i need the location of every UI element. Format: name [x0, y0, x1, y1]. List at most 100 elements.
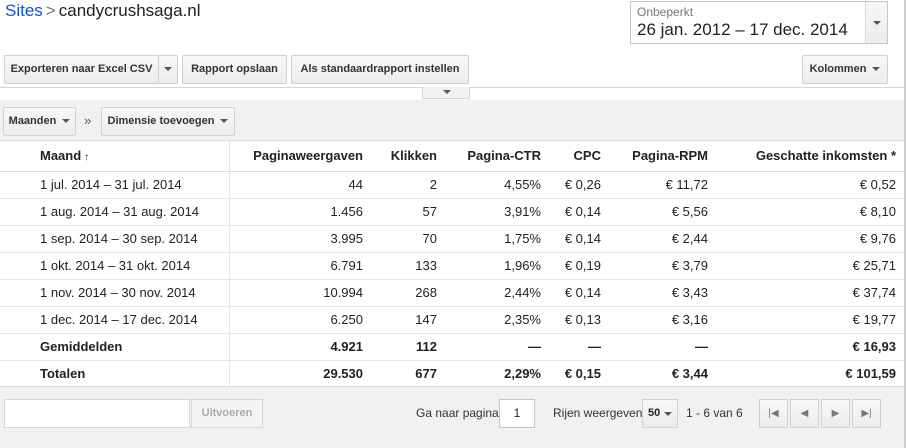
breadcrumb-separator: >: [45, 1, 56, 20]
chevron-down-icon: [62, 119, 71, 124]
date-range-picker[interactable]: Onbeperkt 26 jan. 2012 – 17 dec. 2014: [630, 1, 888, 44]
dimension-separator: »: [84, 113, 92, 128]
table-row: 1 nov. 2014 – 30 nov. 2014 10.994 268 2,…: [0, 279, 904, 307]
columns-button[interactable]: Kolommen: [802, 55, 888, 84]
cell-page-rpm: € 3,16: [609, 306, 716, 334]
last-page-icon: ▶|: [861, 408, 872, 419]
cell-estimated-earnings: € 9,76: [716, 225, 904, 253]
goto-page-label: Ga naar pagina:: [416, 406, 503, 420]
breadcrumb-current-site: candycrushsaga.nl: [58, 1, 201, 20]
first-page-button[interactable]: |◀: [759, 399, 788, 428]
cell-clicks: 133: [371, 252, 445, 280]
table-footer: Uitvoeren Ga naar pagina: 1 Rijen weerge…: [0, 386, 904, 448]
cell-page-ctr: 4,55%: [445, 171, 549, 199]
chevron-down-icon: [164, 67, 172, 72]
cell-cpc: € 0,19: [549, 252, 609, 280]
cell-month: 1 aug. 2014 – 31 aug. 2014: [0, 198, 230, 226]
cell-cpc: € 0,13: [549, 306, 609, 334]
breadcrumb-sites-link[interactable]: Sites: [5, 1, 43, 20]
cell-month: 1 okt. 2014 – 31 okt. 2014: [0, 252, 230, 280]
column-header-label: Maand: [40, 148, 82, 164]
cell-pageviews: 44: [229, 171, 371, 199]
next-page-button[interactable]: ▶: [821, 399, 850, 428]
column-header-month[interactable]: Maand ↑: [0, 141, 230, 172]
column-header-page-rpm[interactable]: Pagina-RPM: [609, 141, 716, 172]
months-label: Maanden: [8, 115, 57, 127]
cell-estimated-earnings: € 101,59: [716, 360, 904, 388]
rows-per-page-select[interactable]: 50: [642, 399, 678, 428]
cell-month: 1 jul. 2014 – 31 jul. 2014: [0, 171, 230, 199]
cell-estimated-earnings: € 19,77: [716, 306, 904, 334]
cell-cpc: € 0,14: [549, 279, 609, 307]
months-dimension-button[interactable]: Maanden: [3, 107, 76, 136]
previous-page-button[interactable]: ◀: [790, 399, 819, 428]
cell-clicks: 147: [371, 306, 445, 334]
filter-input[interactable]: [4, 399, 190, 428]
cell-pageviews: 3.995: [229, 225, 371, 253]
chevron-down-icon: [873, 21, 881, 25]
cell-estimated-earnings: € 37,74: [716, 279, 904, 307]
first-page-icon: |◀: [768, 408, 779, 419]
add-dimension-label: Dimensie toevoegen: [107, 115, 215, 127]
cell-clicks: 57: [371, 198, 445, 226]
page-number-input[interactable]: 1: [499, 399, 535, 428]
export-dropdown-button[interactable]: [158, 55, 178, 84]
cell-page-rpm: € 3,44: [609, 360, 716, 388]
set-default-report-button[interactable]: Als standaardrapport instellen: [291, 55, 469, 84]
cell-page-rpm: € 5,56: [609, 198, 716, 226]
date-range-dropdown-button[interactable]: [865, 2, 887, 43]
cell-clicks: 268: [371, 279, 445, 307]
cell-cpc: —: [549, 333, 609, 361]
date-range-label: Onbeperkt: [637, 5, 694, 19]
cell-page-rpm: € 3,79: [609, 252, 716, 280]
column-header-clicks[interactable]: Klikken: [371, 141, 445, 172]
run-button[interactable]: Uitvoeren: [191, 399, 263, 428]
collapse-toggle[interactable]: [422, 87, 470, 99]
totals-row: Totalen 29.530 677 2,29% € 0,15 € 3,44 €…: [0, 360, 904, 388]
cell-cpc: € 0,14: [549, 225, 609, 253]
cell-pageviews: 10.994: [229, 279, 371, 307]
table-row: 1 dec. 2014 – 17 dec. 2014 6.250 147 2,3…: [0, 306, 904, 334]
date-range-value: 26 jan. 2012 – 17 dec. 2014: [637, 20, 848, 39]
cell-month: 1 dec. 2014 – 17 dec. 2014: [0, 306, 230, 334]
breadcrumb: Sites > candycrushsaga.nl: [5, 1, 201, 21]
sort-ascending-icon: ↑: [84, 152, 90, 164]
cell-estimated-earnings: € 16,93: [716, 333, 904, 361]
table-row: 1 okt. 2014 – 31 okt. 2014 6.791 133 1,9…: [0, 252, 904, 280]
cell-page-rpm: —: [609, 333, 716, 361]
column-header-cpc[interactable]: CPC: [549, 141, 609, 172]
cell-cpc: € 0,26: [549, 171, 609, 199]
cell-cpc: € 0,15: [549, 360, 609, 388]
cell-cpc: € 0,14: [549, 198, 609, 226]
cell-pageviews: 29.530: [229, 360, 371, 388]
pagination-range: 1 - 6 van 6: [686, 406, 743, 420]
table-row: 1 jul. 2014 – 31 jul. 2014 44 2 4,55% € …: [0, 171, 904, 199]
cell-page-ctr: —: [445, 333, 549, 361]
cell-month: 1 sep. 2014 – 30 sep. 2014: [0, 225, 230, 253]
column-header-page-ctr[interactable]: Pagina-CTR: [445, 141, 549, 172]
cell-page-ctr: 1,96%: [445, 252, 549, 280]
table-header-row: Maand ↑ Paginaweergaven Klikken Pagina-CT…: [0, 141, 904, 172]
dimension-bar: Maanden » Dimensie toevoegen: [0, 100, 904, 141]
last-page-button[interactable]: ▶|: [852, 399, 881, 428]
cell-estimated-earnings: € 25,71: [716, 252, 904, 280]
chevron-down-icon: [872, 67, 881, 72]
averages-row: Gemiddelden 4.921 112 — — — € 16,93: [0, 333, 904, 361]
table-row: 1 aug. 2014 – 31 aug. 2014 1.456 57 3,91…: [0, 198, 904, 226]
export-csv-button[interactable]: Exporteren naar Excel CSV: [4, 55, 159, 84]
chevron-down-icon: [664, 412, 672, 416]
cell-page-rpm: € 11,72: [609, 171, 716, 199]
scrollbar-edge: [904, 0, 906, 448]
table-row: 1 sep. 2014 – 30 sep. 2014 3.995 70 1,75…: [0, 225, 904, 253]
cell-month: 1 nov. 2014 – 30 nov. 2014: [0, 279, 230, 307]
save-report-button[interactable]: Rapport opslaan: [182, 55, 287, 84]
cell-pageviews: 6.791: [229, 252, 371, 280]
rows-per-page-value: 50: [648, 407, 661, 419]
cell-page-ctr: 2,44%: [445, 279, 549, 307]
column-header-estimated-earnings[interactable]: Geschatte inkomsten *: [716, 141, 904, 172]
cell-clicks: 112: [371, 333, 445, 361]
cell-page-rpm: € 2,44: [609, 225, 716, 253]
cell-pageviews: 1.456: [229, 198, 371, 226]
add-dimension-button[interactable]: Dimensie toevoegen: [101, 107, 235, 136]
column-header-pageviews[interactable]: Paginaweergaven: [229, 141, 371, 172]
